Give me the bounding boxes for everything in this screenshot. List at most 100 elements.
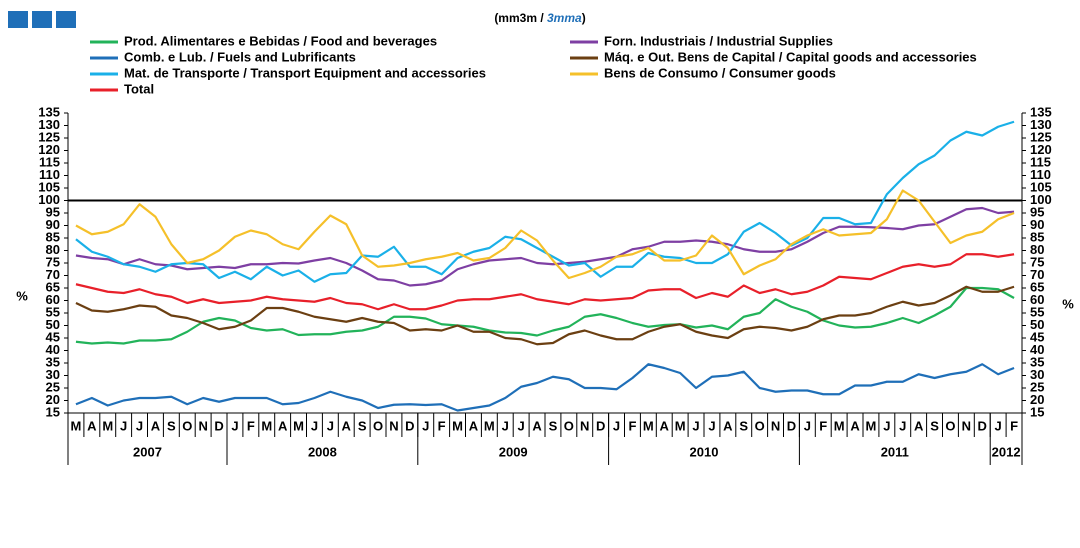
y2-tick-label: 75 xyxy=(1030,254,1044,269)
y-tick-label: 125 xyxy=(38,129,60,144)
x-tick-label: O xyxy=(564,418,574,433)
y-tick-label: 25 xyxy=(46,379,60,394)
x-tick-label: N xyxy=(389,418,398,433)
y-tick-label: 65 xyxy=(46,279,60,294)
x-tick-label: M xyxy=(643,418,654,433)
subtitle-part: ) xyxy=(582,11,586,25)
x-tick-label: A xyxy=(278,418,288,433)
x-tick-label: O xyxy=(755,418,765,433)
legend-label: Prod. Alimentares e Bebidas / Food and b… xyxy=(124,33,437,48)
y2-tick-label: 125 xyxy=(1030,129,1052,144)
y-tick-label: 105 xyxy=(38,179,60,194)
y-tick-label: 95 xyxy=(46,204,60,219)
x-tick-label: J xyxy=(422,418,429,433)
y-tick-label: 85 xyxy=(46,229,60,244)
x-tick-label: S xyxy=(167,418,176,433)
x-tick-label: A xyxy=(914,418,924,433)
x-tick-label: J xyxy=(120,418,127,433)
x-tick-label: A xyxy=(850,418,860,433)
y2-tick-label: 40 xyxy=(1030,342,1044,357)
y2-tick-label: 90 xyxy=(1030,217,1044,232)
x-tick-label: N xyxy=(771,418,780,433)
series-line xyxy=(75,285,1015,346)
x-tick-label: J xyxy=(883,418,890,433)
y-tick-label: 45 xyxy=(46,329,60,344)
y2-tick-label: 130 xyxy=(1030,117,1052,132)
x-tick-label: J xyxy=(995,418,1002,433)
y-tick-label: 60 xyxy=(46,292,60,307)
y2-tick-label: 95 xyxy=(1030,204,1044,219)
x-tick-label: J xyxy=(136,418,143,433)
x-tick-label: S xyxy=(549,418,558,433)
x-tick-label: F xyxy=(438,418,446,433)
y-tick-label: 135 xyxy=(38,104,60,119)
x-tick-label: M xyxy=(102,418,113,433)
y-tick-label: 40 xyxy=(46,342,60,357)
x-tick-label: M xyxy=(866,418,877,433)
x-tick-label: N xyxy=(198,418,207,433)
legend-label: Bens de Consumo / Consumer goods xyxy=(604,65,836,80)
legend-label: Mat. de Transporte / Transport Equipment… xyxy=(124,65,486,80)
x-tick-label: M xyxy=(452,418,463,433)
y2-tick-label: 80 xyxy=(1030,242,1044,257)
y2-tick-label: 105 xyxy=(1030,179,1052,194)
y2-tick-label: 110 xyxy=(1030,167,1051,182)
x-tick-label: F xyxy=(1010,418,1018,433)
x-group-label: 2009 xyxy=(499,444,528,459)
y-tick-label: 20 xyxy=(46,392,60,407)
y2-tick-label: 30 xyxy=(1030,367,1044,382)
y-tick-label: 100 xyxy=(38,192,60,207)
y-axis-label: % xyxy=(16,288,28,303)
subtitle-part: 3mma xyxy=(547,11,582,25)
y2-tick-label: 55 xyxy=(1030,304,1044,319)
y2-tick-label: 135 xyxy=(1030,104,1052,119)
y-tick-label: 55 xyxy=(46,304,60,319)
y2-tick-label: 65 xyxy=(1030,279,1044,294)
logo-square xyxy=(56,11,76,28)
x-tick-label: M xyxy=(484,418,495,433)
x-tick-label: J xyxy=(613,418,620,433)
x-tick-label: S xyxy=(930,418,939,433)
x-group-label: 2011 xyxy=(881,444,909,459)
x-tick-label: M xyxy=(71,418,82,433)
x-tick-label: S xyxy=(739,418,748,433)
series-line xyxy=(75,189,1015,280)
logo-square xyxy=(32,11,52,28)
y2-tick-label: 70 xyxy=(1030,267,1044,282)
x-group-label: 2008 xyxy=(308,444,337,459)
x-tick-label: D xyxy=(978,418,987,433)
y2-tick-label: 25 xyxy=(1030,379,1044,394)
x-tick-label: D xyxy=(596,418,605,433)
y-tick-label: 120 xyxy=(38,142,60,157)
y2-tick-label: 100 xyxy=(1030,192,1052,207)
series-line xyxy=(75,363,1015,412)
logo xyxy=(8,11,76,28)
y2-tick-label: 120 xyxy=(1030,142,1052,157)
y2-tick-label: 45 xyxy=(1030,329,1044,344)
x-tick-label: F xyxy=(247,418,255,433)
x-tick-label: O xyxy=(373,418,383,433)
y2-tick-label: 115 xyxy=(1030,154,1051,169)
x-tick-label: J xyxy=(311,418,318,433)
y2-tick-label: 50 xyxy=(1030,317,1044,332)
x-tick-label: A xyxy=(532,418,542,433)
x-tick-label: M xyxy=(293,418,304,433)
x-tick-label: J xyxy=(502,418,509,433)
y-tick-label: 80 xyxy=(46,242,60,257)
x-tick-label: O xyxy=(945,418,955,433)
x-tick-label: F xyxy=(819,418,827,433)
x-tick-label: A xyxy=(342,418,352,433)
x-tick-label: A xyxy=(87,418,97,433)
legend-label: Máq. e Out. Bens de Capital / Capital go… xyxy=(604,49,977,64)
x-tick-label: A xyxy=(151,418,161,433)
x-group-label: 2010 xyxy=(690,444,719,459)
y-tick-label: 90 xyxy=(46,217,60,232)
x-tick-label: A xyxy=(660,418,670,433)
legend-label: Comb. e Lub. / Fuels and Lubrificants xyxy=(124,49,356,64)
x-tick-label: N xyxy=(962,418,971,433)
y-tick-label: 110 xyxy=(39,167,60,182)
x-tick-label: J xyxy=(231,418,238,433)
y2-tick-label: 15 xyxy=(1030,404,1044,419)
y2-tick-label: 20 xyxy=(1030,392,1044,407)
x-group-label: 2012 xyxy=(992,444,1021,459)
